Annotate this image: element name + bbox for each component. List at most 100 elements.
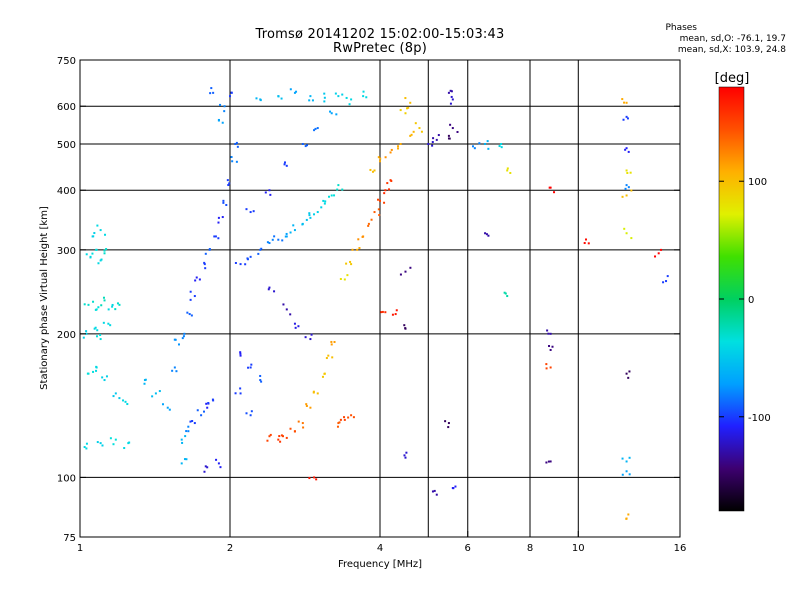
trace-point xyxy=(114,308,117,311)
trace-point xyxy=(177,343,180,346)
trace-point xyxy=(209,92,212,95)
trace-point xyxy=(193,422,196,425)
trace-point xyxy=(203,410,206,413)
trace-point xyxy=(200,414,203,417)
trace-point xyxy=(293,322,296,325)
trace-point xyxy=(99,229,102,232)
trace-point xyxy=(312,391,315,394)
trace-point xyxy=(341,93,344,96)
trace-point xyxy=(126,403,129,406)
trace-point xyxy=(329,110,332,113)
trace-point xyxy=(175,370,178,373)
trace-point xyxy=(204,252,207,255)
trace-point xyxy=(249,255,252,258)
trace-point xyxy=(337,422,340,425)
trace-point xyxy=(447,422,450,425)
x-tick-label: 4 xyxy=(377,543,383,554)
trace-point xyxy=(166,406,169,409)
y-tick-label: 75 xyxy=(63,533,76,544)
trace-point xyxy=(280,97,283,100)
trace-point xyxy=(478,142,481,145)
trace-point xyxy=(339,277,342,280)
trace-point xyxy=(217,462,220,465)
trace-point xyxy=(279,440,282,443)
trace-point xyxy=(95,335,98,338)
trace-point xyxy=(212,91,215,94)
trace-point xyxy=(100,258,103,261)
trace-point xyxy=(228,182,231,185)
trace-point xyxy=(223,105,226,108)
phase-stats-x: mean, sd,X: 103.9, 24.8 xyxy=(677,45,786,55)
trace-point xyxy=(626,171,629,174)
trace-point xyxy=(293,430,296,433)
trace-point xyxy=(309,216,312,219)
trace-point xyxy=(323,372,326,375)
x-axis-ticks: 1 2 4 6 8 10 16 xyxy=(77,531,686,554)
trace-point xyxy=(447,134,450,137)
trace-point xyxy=(107,308,110,311)
trace-point xyxy=(660,248,663,251)
trace-point xyxy=(412,130,415,133)
trace-point xyxy=(506,169,509,172)
trace-point xyxy=(96,224,99,227)
trace-point xyxy=(227,184,230,187)
trace-point xyxy=(352,416,355,419)
trace-point xyxy=(198,278,201,281)
trace-point xyxy=(345,96,348,99)
trace-point xyxy=(623,227,626,230)
trace-point xyxy=(506,295,509,298)
trace-point xyxy=(235,141,238,144)
trace-point xyxy=(230,156,233,159)
trace-point xyxy=(546,329,549,332)
trace-point xyxy=(379,199,381,202)
trace-point xyxy=(452,487,455,490)
trace-point xyxy=(377,208,380,211)
trace-point xyxy=(345,262,348,265)
trace-point xyxy=(315,478,318,481)
trace-point xyxy=(625,147,628,150)
trace-point xyxy=(627,376,630,379)
trace-point xyxy=(85,332,88,335)
trace-point xyxy=(450,90,453,93)
trace-point xyxy=(410,133,413,136)
trace-point xyxy=(168,408,171,411)
trace-point xyxy=(268,189,271,192)
trace-point xyxy=(377,156,380,159)
trace-point xyxy=(625,372,628,375)
trace-point xyxy=(350,263,353,266)
trace-point xyxy=(330,340,333,343)
y-tick-label: 750 xyxy=(57,56,76,67)
trace-point xyxy=(427,142,430,145)
trace-point xyxy=(395,309,398,312)
trace-point xyxy=(309,95,312,98)
trace-point xyxy=(399,142,402,145)
trace-point xyxy=(383,201,386,204)
trace-point xyxy=(206,466,209,469)
trace-point xyxy=(485,233,488,236)
trace-point xyxy=(389,151,392,154)
trace-point xyxy=(221,216,224,219)
trace-point xyxy=(259,248,262,251)
trace-point xyxy=(625,470,628,473)
trace-point xyxy=(409,101,412,104)
trace-point xyxy=(305,403,308,406)
trace-point xyxy=(350,98,353,101)
trace-point xyxy=(406,107,409,110)
trace-point xyxy=(362,95,365,98)
trace-point xyxy=(154,392,157,395)
chart-title-line2: RwPretec (8p) xyxy=(333,41,427,56)
trace-point xyxy=(484,232,487,235)
trace-point xyxy=(207,401,210,404)
trace-point xyxy=(662,281,665,284)
trace-point xyxy=(388,188,391,191)
trace-point xyxy=(123,447,126,450)
trace-point xyxy=(381,310,384,313)
trace-point xyxy=(666,275,669,278)
trace-point xyxy=(151,395,154,398)
trace-point xyxy=(348,103,351,106)
trace-point xyxy=(187,430,190,433)
trace-point xyxy=(100,304,103,307)
trace-point xyxy=(309,406,312,409)
trace-point xyxy=(306,144,309,147)
trace-point xyxy=(409,134,412,137)
